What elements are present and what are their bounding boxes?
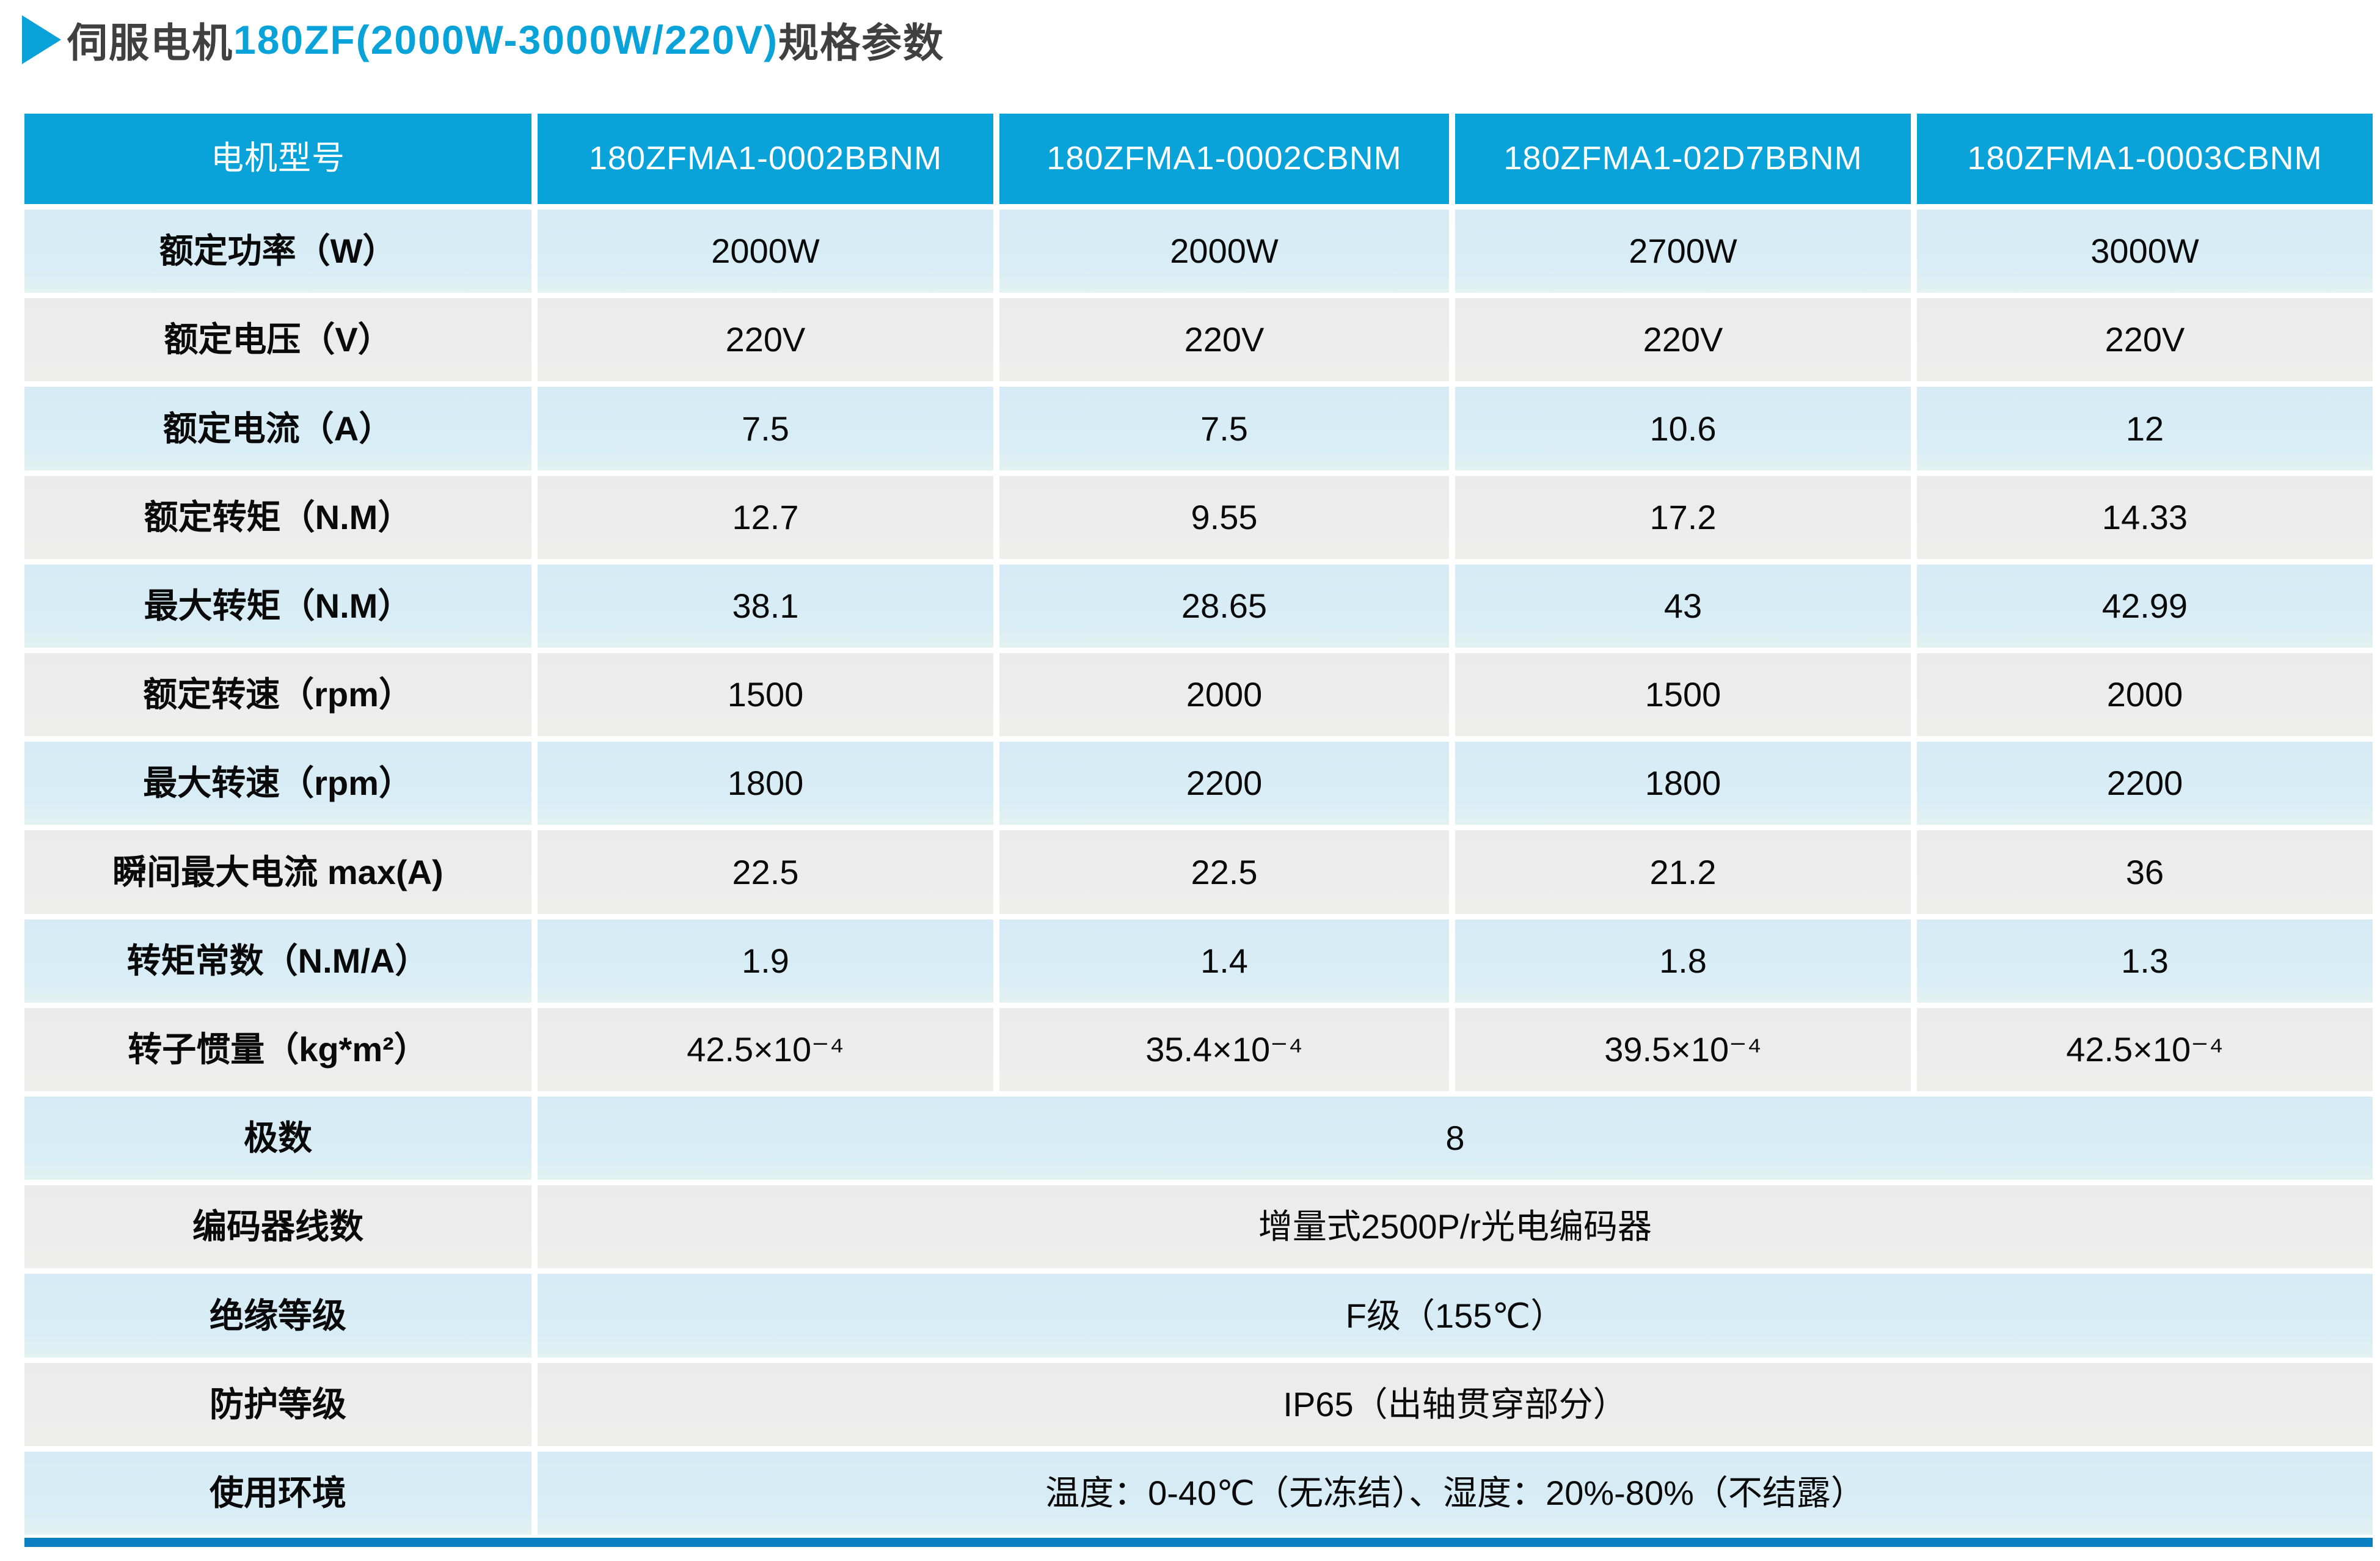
value-cell: 10.6 (1455, 387, 1911, 470)
value-cell: 220V (1917, 298, 2373, 382)
value-cell: 7.5 (999, 387, 1449, 470)
value-cell: 39.5×10⁻⁴ (1455, 1007, 1911, 1091)
value-cell: 220V (1455, 298, 1911, 382)
row-label: 编码器线数 (24, 1185, 531, 1269)
value-cell: 220V (999, 298, 1449, 382)
right-triangle-icon (22, 15, 61, 64)
value-cell: 1.9 (538, 919, 993, 1003)
row-label: 额定功率（W） (24, 210, 531, 293)
value-cell: 2000W (999, 210, 1449, 293)
value-cell: 2000W (538, 210, 993, 293)
value-cell: 1800 (1455, 742, 1911, 825)
span-value-cell: F级（155℃） (538, 1274, 2373, 1358)
page-title: 伺服电机 180ZF(2000W-3000W/220V) 规格参数 (22, 6, 944, 73)
row-label: 额定电压（V） (24, 298, 531, 382)
table-bottom-accent-bar (24, 1538, 2373, 1547)
value-cell: 42.99 (1917, 564, 2373, 648)
row-label: 最大转矩（N.M） (24, 564, 531, 648)
row-label: 最大转速（rpm） (24, 742, 531, 825)
title-part-dark-2: 规格参数 (778, 20, 945, 65)
header-cell-model-2: 180ZFMA1-0002CBNM (999, 114, 1449, 204)
value-cell: 2200 (999, 742, 1449, 825)
value-cell: 1500 (538, 653, 993, 737)
value-cell: 14.33 (1917, 475, 2373, 559)
value-cell: 43 (1455, 564, 1911, 648)
value-cell: 2000 (999, 653, 1449, 737)
value-cell: 1500 (1455, 653, 1911, 737)
value-cell: 17.2 (1455, 475, 1911, 559)
row-label: 转矩常数（N.M/A） (24, 919, 531, 1003)
value-cell: 38.1 (538, 564, 993, 648)
row-label: 绝缘等级 (24, 1274, 531, 1358)
spec-table: 电机型号 180ZFMA1-0002BBNM 180ZFMA1-0002CBNM… (24, 114, 2373, 1535)
span-value-cell: 增量式2500P/r光电编码器 (538, 1185, 2373, 1269)
value-cell: 2200 (1917, 742, 2373, 825)
value-cell: 1800 (538, 742, 993, 825)
span-value-cell: 8 (538, 1096, 2373, 1180)
row-label: 额定电流（A） (24, 387, 531, 470)
header-cell-model-4: 180ZFMA1-0003CBNM (1917, 114, 2373, 204)
row-label: 防护等级 (24, 1362, 531, 1446)
row-label: 使用环境 (24, 1451, 531, 1535)
row-label: 转子惯量（kg*m²） (24, 1007, 531, 1091)
value-cell: 3000W (1917, 210, 2373, 293)
value-cell: 28.65 (999, 564, 1449, 648)
span-value-cell: 温度：0-40℃（无冻结）、湿度：20%-80%（不结露） (538, 1451, 2373, 1535)
value-cell: 42.5×10⁻⁴ (1917, 1007, 2373, 1091)
row-label: 额定转速（rpm） (24, 653, 531, 737)
value-cell: 22.5 (999, 830, 1449, 914)
header-cell-motor-model: 电机型号 (24, 114, 531, 204)
value-cell: 1.3 (1917, 919, 2373, 1003)
row-label: 瞬间最大电流 max(A) (24, 830, 531, 914)
value-cell: 1.8 (1455, 919, 1911, 1003)
header-cell-model-1: 180ZFMA1-0002BBNM (538, 114, 993, 204)
value-cell: 12 (1917, 387, 2373, 470)
row-label: 额定转矩（N.M） (24, 475, 531, 559)
row-label: 极数 (24, 1096, 531, 1180)
value-cell: 2000 (1917, 653, 2373, 737)
value-cell: 42.5×10⁻⁴ (538, 1007, 993, 1091)
title-part-dark-1: 伺服电机 (67, 20, 233, 65)
value-cell: 21.2 (1455, 830, 1911, 914)
value-cell: 9.55 (999, 475, 1449, 559)
value-cell: 2700W (1455, 210, 1911, 293)
title-part-accent: 180ZF(2000W-3000W/220V) (233, 17, 779, 62)
value-cell: 22.5 (538, 830, 993, 914)
value-cell: 12.7 (538, 475, 993, 559)
value-cell: 7.5 (538, 387, 993, 470)
value-cell: 220V (538, 298, 993, 382)
value-cell: 35.4×10⁻⁴ (999, 1007, 1449, 1091)
value-cell: 1.4 (999, 919, 1449, 1003)
header-cell-model-3: 180ZFMA1-02D7BBNM (1455, 114, 1911, 204)
span-value-cell: IP65（出轴贯穿部分） (538, 1362, 2373, 1446)
value-cell: 36 (1917, 830, 2373, 914)
